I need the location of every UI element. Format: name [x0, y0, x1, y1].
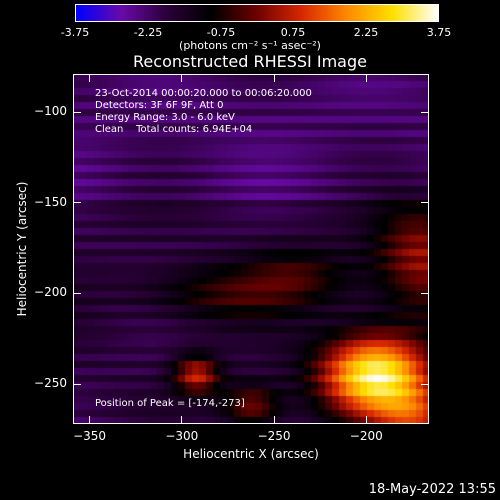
y-tick-label: −250 — [34, 376, 67, 391]
heatmap-image — [73, 74, 429, 424]
y-tick-mark — [73, 111, 81, 113]
info-energy-range: Energy Range: 3.0 - 6.0 keV — [95, 112, 235, 123]
y-tick-mark-right — [421, 111, 429, 113]
colorbar-tick-label: -3.75 — [60, 26, 90, 39]
colorbar-units-label: (photons cm⁻² s⁻¹ asec⁻²) — [179, 39, 321, 52]
colorbar-tick-label: 2.25 — [353, 26, 379, 39]
x-tick-label: −250 — [257, 429, 291, 443]
y-tick-mark — [73, 383, 81, 385]
info-time-range: 23-Oct-2014 00:00:20.000 to 00:06:20.000 — [95, 88, 312, 99]
x-tick-label: −350 — [73, 429, 107, 443]
datestamp: 18-May-2022 13:55 — [368, 482, 496, 497]
x-tick-mark — [181, 416, 183, 424]
x-tick-mark-top — [273, 74, 275, 82]
x-tick-mark — [89, 416, 91, 424]
x-tick-mark — [273, 416, 275, 424]
colorbar-tick-label: -0.75 — [206, 26, 236, 39]
y-tick-mark-right — [421, 202, 429, 204]
info-peak-position: Position of Peak = [-174,-273] — [95, 398, 245, 409]
y-tick-mark-right — [421, 292, 429, 294]
info-detectors: Detectors: 3F 6F 9F, Att 0 — [95, 100, 224, 111]
colorbar-tick-label: -2.25 — [133, 26, 163, 39]
x-tick-label: −200 — [349, 429, 383, 443]
x-axis-title: Heliocentric X (arcsec) — [183, 447, 319, 461]
x-tick-mark-top — [365, 74, 367, 82]
colorbar-tick-label: 3.75 — [426, 26, 452, 39]
y-axis-title: Heliocentric Y (arcsec) — [15, 181, 29, 317]
x-tick-mark-top — [181, 74, 183, 82]
y-tick-mark — [73, 292, 81, 294]
colorbar — [75, 4, 439, 22]
y-tick-mark — [73, 202, 81, 204]
y-tick-label: −150 — [34, 194, 67, 209]
colorbar-tick-label: 0.75 — [280, 26, 306, 39]
y-tick-mark-right — [421, 383, 429, 385]
x-tick-mark-top — [89, 74, 91, 82]
y-tick-label: −200 — [34, 285, 67, 300]
x-tick-mark — [365, 416, 367, 424]
x-tick-label: −300 — [165, 429, 199, 443]
y-tick-label: −100 — [34, 104, 67, 119]
info-clean-counts: Clean Total counts: 6.94E+04 — [95, 124, 253, 135]
chart-title: Reconstructed RHESSI Image — [133, 52, 367, 71]
